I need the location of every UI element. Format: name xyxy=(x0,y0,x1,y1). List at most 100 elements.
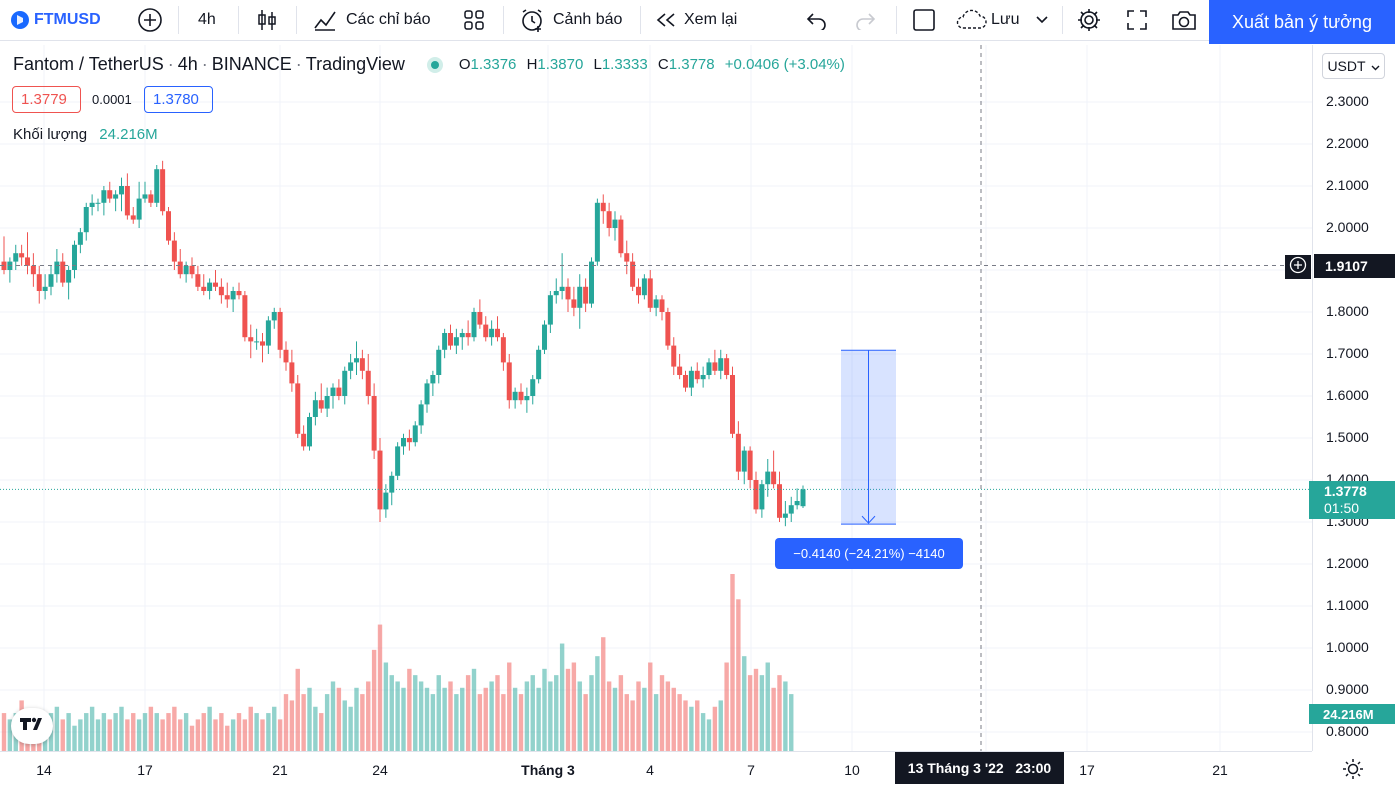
ask-price: 1.3780 xyxy=(153,91,199,108)
candle-body xyxy=(665,312,671,346)
candle-body xyxy=(647,278,653,308)
save-button[interactable]: Lưu xyxy=(954,0,1048,40)
volume-bar xyxy=(248,706,253,751)
volume-bar xyxy=(342,700,347,751)
candle-body xyxy=(265,320,271,346)
candle-body xyxy=(735,433,741,472)
candle-body xyxy=(89,202,95,207)
price-label: 1.8000 xyxy=(1326,303,1369,319)
volume-bar xyxy=(242,719,248,751)
volume-bar xyxy=(689,706,694,751)
candle-body xyxy=(694,370,700,380)
volume-bar xyxy=(107,719,112,751)
volume-bar xyxy=(213,719,218,751)
indicators-icon xyxy=(313,8,337,32)
volume-bar xyxy=(413,675,418,751)
candle-body xyxy=(577,286,583,308)
snapshot-button[interactable] xyxy=(1170,0,1198,40)
time-axis[interactable]: 14 17 21 24 Tháng 3 4 7 10 17 21 13 Tháng 3 '22 2… xyxy=(0,751,1363,784)
bid-price: 1.3779 xyxy=(21,91,67,108)
candle-body xyxy=(606,211,612,228)
volume-bar xyxy=(84,713,89,751)
chart-type-button[interactable] xyxy=(256,0,278,40)
volume-bar xyxy=(89,706,95,751)
crosshair-time-tag: 13 Tháng 3 '22 23:00 xyxy=(895,752,1064,784)
buy-price-box[interactable]: 1.3780 xyxy=(144,86,213,113)
last-price: 1.3778 xyxy=(1324,483,1367,499)
candle-body xyxy=(747,450,753,480)
volume-bar xyxy=(72,725,77,751)
volume-bar xyxy=(630,700,635,751)
candle-body xyxy=(536,349,542,380)
crosshair-price: 1.9107 xyxy=(1325,258,1368,274)
candle-body xyxy=(136,198,142,220)
candle-body xyxy=(25,257,30,266)
redo-button[interactable] xyxy=(854,0,876,40)
candle-body xyxy=(130,215,136,220)
candle-body xyxy=(718,358,724,371)
crosshair-time: 13 Tháng 3 '22 23:00 xyxy=(907,760,1052,776)
market-status-icon[interactable] xyxy=(426,56,443,73)
candle-body xyxy=(148,194,154,203)
candle-body xyxy=(659,299,665,312)
candle-body xyxy=(154,169,160,203)
candle-body xyxy=(1,261,7,270)
candle-body xyxy=(183,265,189,275)
price-label: 0.8000 xyxy=(1326,723,1369,739)
candle-body xyxy=(54,261,60,275)
volume-bar xyxy=(489,681,494,751)
candle-body xyxy=(612,219,618,228)
candle-body xyxy=(524,396,530,401)
publish-idea-button[interactable]: Xuất bản ý tưởng xyxy=(1209,0,1395,44)
replay-button[interactable]: Xem lại xyxy=(655,0,737,40)
volume-bar xyxy=(324,694,330,751)
volume-bar xyxy=(695,700,700,751)
tradingview-logo[interactable] xyxy=(11,708,53,744)
indicators-button[interactable]: Các chỉ báo xyxy=(313,0,431,40)
square-icon xyxy=(912,8,936,32)
close-value: 1.3778 xyxy=(668,56,715,73)
chevron-down-icon xyxy=(1371,58,1380,74)
volume-bar xyxy=(207,706,212,751)
compare-button[interactable] xyxy=(137,0,163,40)
settings-button[interactable] xyxy=(1076,0,1102,40)
measure-text: −0.4140 (−24.21%) −4140 xyxy=(793,546,945,561)
fullscreen-button[interactable] xyxy=(1126,0,1148,40)
volume-bar xyxy=(330,681,336,751)
volume-bar xyxy=(548,681,553,751)
timezone-settings-button[interactable] xyxy=(1342,758,1364,785)
layouts-button[interactable] xyxy=(463,0,485,40)
volume-bar xyxy=(154,713,159,751)
interval-button[interactable]: 4h xyxy=(198,0,216,40)
sell-price-box[interactable]: 1.3779 xyxy=(12,86,81,113)
volume-bar xyxy=(266,713,271,751)
price-axis[interactable]: USDT 2.3000 2.2000 2.1000 2.0000 1.8000 1.700… xyxy=(1309,45,1395,751)
volume-legend: Khối lượng 24.216M xyxy=(13,126,158,143)
high-value: 1.3870 xyxy=(537,56,584,73)
candle-body xyxy=(565,286,571,300)
low-value: 1.3333 xyxy=(601,56,648,73)
currency-select[interactable]: USDT xyxy=(1322,53,1385,79)
symbol-search[interactable]: FTMUSD xyxy=(10,0,101,40)
replay-label: Xem lại xyxy=(684,11,738,28)
candle-body xyxy=(95,202,101,204)
crosshair-add-button[interactable] xyxy=(1285,255,1311,279)
volume-bar xyxy=(777,675,782,751)
pair-name[interactable]: Fantom / TetherUS xyxy=(13,54,164,74)
volume-bar xyxy=(424,687,430,751)
volume-bar xyxy=(554,675,559,751)
candle-body xyxy=(759,484,765,510)
price-chart[interactable] xyxy=(0,45,1312,751)
undo-button[interactable] xyxy=(806,0,828,40)
volume-bar xyxy=(730,574,735,751)
alerts-button[interactable]: Cảnh báo xyxy=(519,0,622,40)
candle-body xyxy=(101,190,107,203)
cloud-icon xyxy=(954,9,988,31)
price-label: 1.7000 xyxy=(1326,345,1369,361)
volume-bar xyxy=(659,675,665,751)
candle-body xyxy=(224,295,230,300)
volume-bar xyxy=(501,694,506,751)
fullscreen-layout-button[interactable] xyxy=(912,0,936,40)
candle-body xyxy=(618,219,624,254)
plus-circle-icon xyxy=(1289,256,1307,279)
